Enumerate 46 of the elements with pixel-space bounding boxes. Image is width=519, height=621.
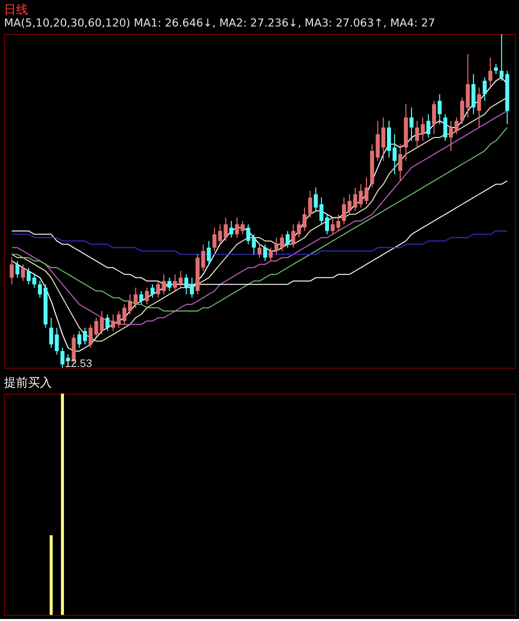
candlestick <box>246 224 250 245</box>
candlestick <box>10 257 14 285</box>
candlestick <box>438 94 442 125</box>
candlestick <box>488 56 492 88</box>
candlestick <box>49 317 54 348</box>
text: MA(5,10,20,30,60,120) MA1: 26.646↓, MA2: 27.236↓, MA3: 27.063↑, MA4: 27 <box>4 16 436 30</box>
candlestick <box>477 86 482 128</box>
candlestick <box>381 116 386 162</box>
candlestick <box>410 106 414 142</box>
candlestick <box>330 217 335 235</box>
candlestick <box>229 220 234 238</box>
annotation: 12.53 <box>64 358 92 370</box>
candlestick <box>206 240 211 265</box>
candlestick <box>111 314 116 332</box>
candlestick <box>21 264 26 282</box>
candlestick <box>150 284 155 298</box>
chart-title: 日线 <box>4 2 28 17</box>
candlestick <box>167 277 172 292</box>
candlestick <box>494 64 498 75</box>
candlestick <box>308 190 312 218</box>
candlestick <box>426 114 430 138</box>
candlestick <box>268 247 273 262</box>
candlestick <box>252 234 256 255</box>
candlestick <box>466 54 470 118</box>
candlestick <box>156 280 160 298</box>
candlestick <box>482 76 487 102</box>
candlestick <box>144 287 149 305</box>
candlestick <box>336 214 340 232</box>
candlestick <box>100 310 104 335</box>
candlestick <box>286 230 290 248</box>
candlestick <box>460 96 464 125</box>
candlestick <box>432 100 436 135</box>
candlestick <box>162 274 166 295</box>
candlestick <box>420 116 425 142</box>
candlestick <box>443 114 448 142</box>
candlestick <box>32 274 36 288</box>
candlestick <box>15 260 20 278</box>
candlestick <box>471 74 476 115</box>
candlestick <box>139 290 144 305</box>
candlestick <box>54 327 59 355</box>
candlestick <box>263 244 268 262</box>
candlestick <box>258 244 262 258</box>
candlestick <box>26 267 31 285</box>
chart-title: 提前买入 <box>4 376 52 390</box>
candlestick <box>106 314 110 332</box>
candlestick <box>415 120 420 148</box>
